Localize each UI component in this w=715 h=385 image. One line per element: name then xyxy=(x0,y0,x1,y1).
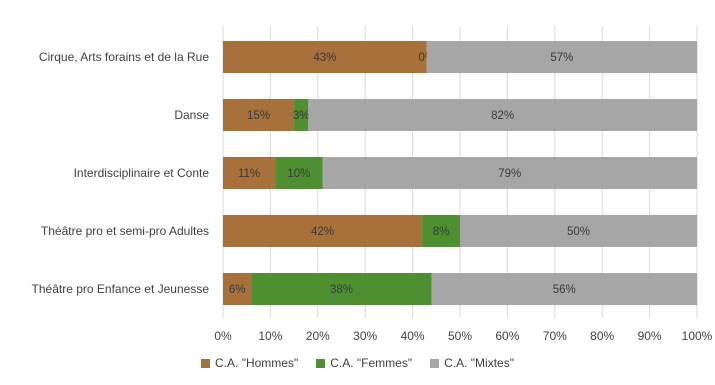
data-label: 50% xyxy=(567,226,590,238)
x-tick-label: 50% xyxy=(448,329,472,343)
data-label: 82% xyxy=(491,110,514,122)
x-tick-label: 0% xyxy=(214,329,232,343)
bar-segment xyxy=(308,99,697,131)
data-label: 79% xyxy=(498,168,521,180)
legend-label: C.A. "Femmes" xyxy=(330,356,413,370)
x-tick-label: 100% xyxy=(682,329,713,343)
data-label: 42% xyxy=(311,226,334,238)
bar-segment xyxy=(322,157,697,189)
x-tick-label: 20% xyxy=(306,329,330,343)
legend-label: C.A. "Hommes" xyxy=(215,356,299,370)
category-label: Théâtre pro et semi-pro Adultes xyxy=(41,224,209,238)
data-label: 57% xyxy=(550,52,573,64)
x-tick-label: 90% xyxy=(638,329,662,343)
data-label: 38% xyxy=(330,284,353,296)
legend-label: C.A. "Mixtes" xyxy=(444,356,514,370)
x-tick-label: 60% xyxy=(495,329,519,343)
bar-segment xyxy=(426,41,697,73)
legend-swatch xyxy=(316,358,326,368)
category-label: Cirque, Arts forains et de la Rue xyxy=(39,50,209,64)
x-tick-label: 80% xyxy=(590,329,614,343)
bar-segment xyxy=(294,99,309,131)
bar-segment xyxy=(223,99,295,131)
bar-segment xyxy=(431,273,697,305)
data-label: 43% xyxy=(313,52,336,64)
bar-segment xyxy=(251,273,432,305)
data-label: 11% xyxy=(238,168,260,180)
x-tick-label: 70% xyxy=(543,329,567,343)
legend-swatch xyxy=(430,358,440,368)
data-label: 56% xyxy=(553,284,576,296)
bar-segment xyxy=(223,157,276,189)
legend-item: C.A. "Femmes" xyxy=(316,356,412,370)
bar-segment xyxy=(223,215,423,247)
data-label: 10% xyxy=(287,168,310,180)
data-label: 3% xyxy=(293,110,310,122)
bar-segment xyxy=(223,273,252,305)
bar-segment xyxy=(422,215,460,247)
bar-segment xyxy=(275,157,323,189)
data-label: 6% xyxy=(229,284,246,296)
category-label: Théâtre pro Enfance et Jeunesse xyxy=(32,282,210,296)
chart-legend: C.A. "Hommes" C.A. "Femmes" C.A. "Mixtes" xyxy=(0,356,715,370)
x-tick-label: 30% xyxy=(353,329,377,343)
data-label: 8% xyxy=(433,226,450,238)
data-label: 15% xyxy=(247,110,270,122)
x-tick-label: 40% xyxy=(401,329,425,343)
legend-swatch xyxy=(201,358,211,368)
legend-item: C.A. "Hommes" xyxy=(201,356,298,370)
bar-segment xyxy=(460,215,697,247)
x-tick-label: 10% xyxy=(258,329,282,343)
bar-segment xyxy=(223,41,427,73)
category-label: Danse xyxy=(174,108,209,122)
category-label: Interdisciplinaire et Conte xyxy=(74,166,210,180)
legend-item: C.A. "Mixtes" xyxy=(430,356,514,370)
